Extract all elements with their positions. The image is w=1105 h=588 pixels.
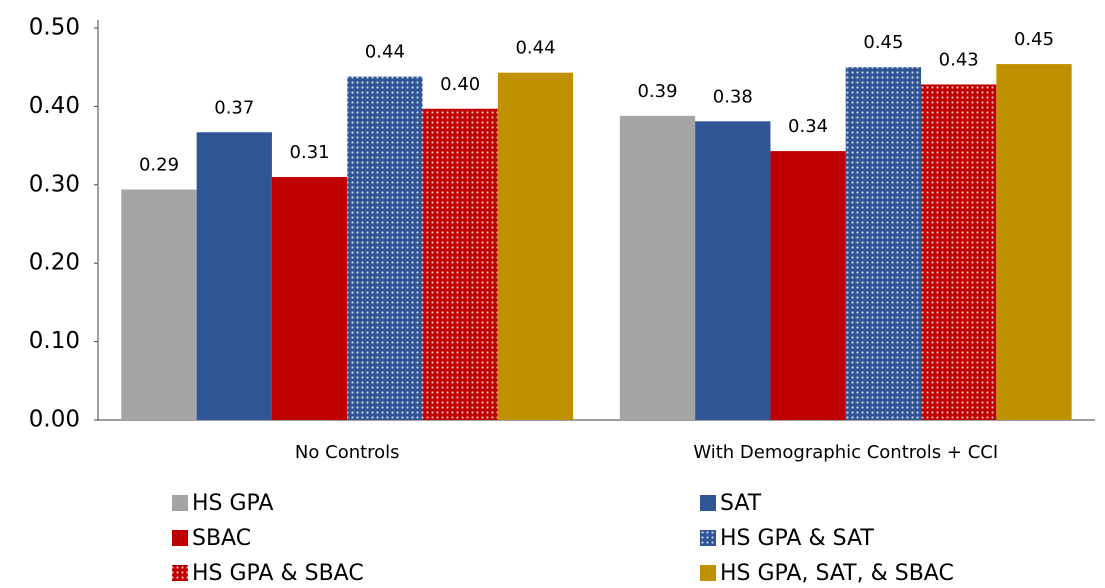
bar bbox=[121, 189, 197, 420]
bar bbox=[497, 72, 574, 421]
legend-label: SBAC bbox=[192, 526, 251, 551]
legend-swatch-pattern bbox=[700, 530, 716, 546]
data-label: 0.45 bbox=[863, 32, 903, 53]
bar bbox=[996, 64, 1072, 421]
legend-swatch bbox=[700, 565, 716, 581]
bar bbox=[196, 132, 272, 420]
data-label: 0.31 bbox=[290, 142, 330, 163]
legend-swatch bbox=[700, 495, 716, 511]
x-tick-label: With Demographic Controls + CCI bbox=[693, 442, 998, 463]
bar bbox=[695, 121, 771, 421]
data-label: 0.37 bbox=[214, 97, 254, 118]
data-label: 0.39 bbox=[637, 81, 677, 102]
y-tick-label: 0.00 bbox=[29, 407, 80, 433]
data-label: 0.43 bbox=[939, 49, 979, 70]
legend-label: HS GPA & SBAC bbox=[192, 561, 364, 586]
data-label: 0.29 bbox=[139, 155, 179, 176]
y-tick-label: 0.40 bbox=[29, 93, 80, 119]
y-tick-label: 0.30 bbox=[29, 171, 80, 197]
y-tick-label: 0.10 bbox=[29, 328, 80, 354]
data-label: 0.44 bbox=[515, 38, 555, 59]
data-label: 0.34 bbox=[788, 116, 828, 137]
legend-label: HS GPA & SAT bbox=[720, 526, 874, 551]
legend-swatch bbox=[172, 530, 188, 546]
y-tick-label: 0.50 bbox=[29, 15, 80, 41]
data-label: 0.38 bbox=[713, 86, 753, 107]
bar-pattern bbox=[422, 108, 498, 420]
data-label: 0.40 bbox=[440, 74, 480, 95]
bar bbox=[770, 151, 846, 420]
bar-pattern bbox=[921, 84, 997, 420]
bar-pattern bbox=[347, 76, 423, 420]
bar bbox=[271, 176, 348, 420]
y-tick-label: 0.20 bbox=[29, 250, 80, 276]
legend-label: SAT bbox=[720, 491, 762, 516]
legend-label: HS GPA bbox=[192, 491, 273, 516]
legend-label: HS GPA, SAT, & SBAC bbox=[720, 561, 954, 586]
data-label: 0.45 bbox=[1014, 29, 1054, 50]
x-tick-label: No Controls bbox=[295, 442, 400, 463]
legend-swatch-pattern bbox=[172, 565, 188, 581]
legend-swatch bbox=[172, 495, 188, 511]
bar-pattern bbox=[845, 67, 922, 420]
bar bbox=[619, 115, 696, 421]
data-label: 0.44 bbox=[365, 42, 405, 63]
